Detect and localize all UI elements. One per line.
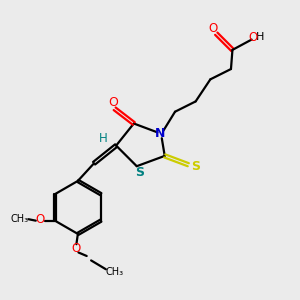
Text: H: H — [98, 132, 107, 145]
Text: O: O — [248, 31, 258, 44]
Text: N: N — [155, 127, 166, 140]
Text: O: O — [209, 22, 218, 35]
Text: S: S — [135, 166, 144, 179]
Text: S: S — [191, 160, 200, 173]
Text: CH₃: CH₃ — [105, 267, 123, 277]
Text: O: O — [36, 213, 45, 226]
Text: CH₃: CH₃ — [11, 214, 28, 224]
Text: O: O — [72, 242, 81, 255]
Text: H: H — [256, 32, 265, 42]
Text: O: O — [108, 96, 118, 109]
